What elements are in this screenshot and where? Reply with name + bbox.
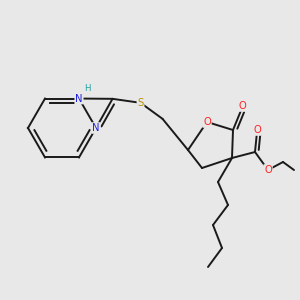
Text: O: O bbox=[203, 117, 211, 127]
Text: O: O bbox=[238, 101, 246, 111]
Text: S: S bbox=[137, 98, 144, 108]
Text: N: N bbox=[75, 94, 83, 103]
Text: H: H bbox=[84, 84, 90, 93]
Text: N: N bbox=[92, 123, 100, 133]
Text: O: O bbox=[253, 125, 261, 135]
Text: O: O bbox=[264, 165, 272, 175]
